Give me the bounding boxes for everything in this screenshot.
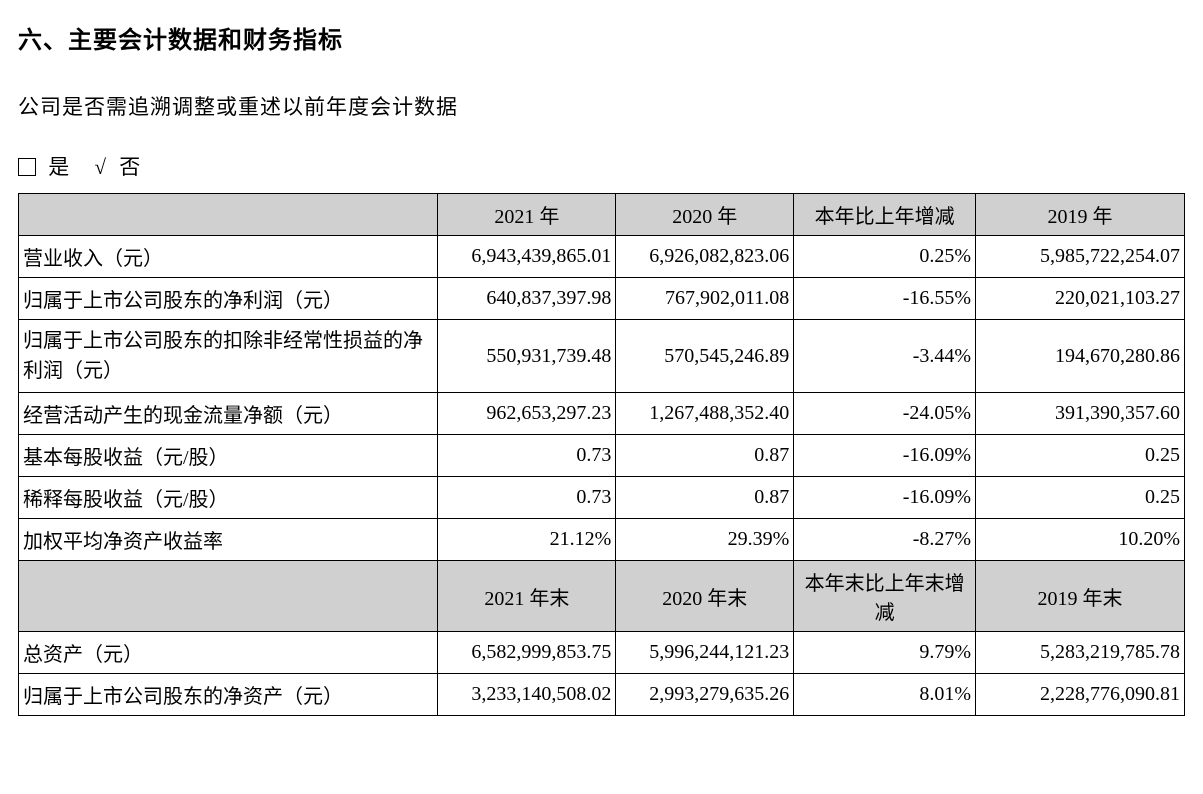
header2-2020: 2020 年末 bbox=[616, 561, 794, 632]
table-row: 加权平均净资产收益率21.12%29.39%-8.27%10.20% bbox=[19, 519, 1185, 561]
checkbox-no-label: 否 bbox=[119, 155, 141, 179]
row-label: 加权平均净资产收益率 bbox=[19, 519, 438, 561]
cell-value: 3,233,140,508.02 bbox=[438, 674, 616, 716]
cell-value: 391,390,357.60 bbox=[976, 393, 1185, 435]
row-label: 归属于上市公司股东的净资产（元） bbox=[19, 674, 438, 716]
header-blank bbox=[19, 194, 438, 236]
cell-value: 0.87 bbox=[616, 477, 794, 519]
table-body-2: 总资产（元）6,582,999,853.755,996,244,121.239.… bbox=[19, 632, 1185, 716]
table-row: 基本每股收益（元/股）0.730.87-16.09%0.25 bbox=[19, 435, 1185, 477]
cell-value: 9.79% bbox=[794, 632, 976, 674]
table-row: 经营活动产生的现金流量净额（元）962,653,297.231,267,488,… bbox=[19, 393, 1185, 435]
table-row: 营业收入（元）6,943,439,865.016,926,082,823.060… bbox=[19, 236, 1185, 278]
checkmark-icon: √ bbox=[95, 155, 108, 180]
cell-value: -16.09% bbox=[794, 435, 976, 477]
checkbox-yes-label: 是 bbox=[48, 155, 70, 179]
cell-value: 21.12% bbox=[438, 519, 616, 561]
row-label: 归属于上市公司股东的净利润（元） bbox=[19, 278, 438, 320]
table-header-2: 2021 年末 2020 年末 本年末比上年末增减 2019 年末 bbox=[19, 561, 1185, 632]
row-label: 基本每股收益（元/股） bbox=[19, 435, 438, 477]
cell-value: 220,021,103.27 bbox=[976, 278, 1185, 320]
financial-indicators-table: 2021 年 2020 年 本年比上年增减 2019 年 营业收入（元）6,94… bbox=[18, 193, 1185, 716]
cell-value: 2,228,776,090.81 bbox=[976, 674, 1185, 716]
table-row: 归属于上市公司股东的净资产（元）3,233,140,508.022,993,27… bbox=[19, 674, 1185, 716]
cell-value: 767,902,011.08 bbox=[616, 278, 794, 320]
header2-blank bbox=[19, 561, 438, 632]
table-row: 总资产（元）6,582,999,853.755,996,244,121.239.… bbox=[19, 632, 1185, 674]
table-header-1: 2021 年 2020 年 本年比上年增减 2019 年 bbox=[19, 194, 1185, 236]
cell-value: 29.39% bbox=[616, 519, 794, 561]
restatement-question: 公司是否需追溯调整或重述以前年度会计数据 bbox=[18, 91, 1185, 121]
cell-value: 6,582,999,853.75 bbox=[438, 632, 616, 674]
table-row: 稀释每股收益（元/股）0.730.87-16.09%0.25 bbox=[19, 477, 1185, 519]
cell-value: 6,943,439,865.01 bbox=[438, 236, 616, 278]
row-label: 稀释每股收益（元/股） bbox=[19, 477, 438, 519]
header2-2021: 2021 年末 bbox=[438, 561, 616, 632]
cell-value: 0.87 bbox=[616, 435, 794, 477]
cell-value: 5,985,722,254.07 bbox=[976, 236, 1185, 278]
cell-value: 8.01% bbox=[794, 674, 976, 716]
header-change: 本年比上年增减 bbox=[794, 194, 976, 236]
cell-value: 10.20% bbox=[976, 519, 1185, 561]
cell-value: 2,993,279,635.26 bbox=[616, 674, 794, 716]
row-label: 总资产（元） bbox=[19, 632, 438, 674]
cell-value: 194,670,280.86 bbox=[976, 320, 1185, 393]
table-row: 归属于上市公司股东的净利润（元）640,837,397.98767,902,01… bbox=[19, 278, 1185, 320]
checkbox-row: 是 √ 否 bbox=[18, 151, 1185, 181]
cell-value: 640,837,397.98 bbox=[438, 278, 616, 320]
row-label: 归属于上市公司股东的扣除非经常性损益的净利润（元） bbox=[19, 320, 438, 393]
header-2021: 2021 年 bbox=[438, 194, 616, 236]
cell-value: 0.73 bbox=[438, 435, 616, 477]
table-row: 归属于上市公司股东的扣除非经常性损益的净利润（元）550,931,739.485… bbox=[19, 320, 1185, 393]
cell-value: 0.73 bbox=[438, 477, 616, 519]
table-body-1: 营业收入（元）6,943,439,865.016,926,082,823.060… bbox=[19, 236, 1185, 561]
checkbox-yes bbox=[18, 158, 36, 176]
cell-value: 6,926,082,823.06 bbox=[616, 236, 794, 278]
cell-value: 5,283,219,785.78 bbox=[976, 632, 1185, 674]
header-2019: 2019 年 bbox=[976, 194, 1185, 236]
header-2020: 2020 年 bbox=[616, 194, 794, 236]
cell-value: 0.25% bbox=[794, 236, 976, 278]
header2-2019: 2019 年末 bbox=[976, 561, 1185, 632]
cell-value: 962,653,297.23 bbox=[438, 393, 616, 435]
cell-value: 570,545,246.89 bbox=[616, 320, 794, 393]
row-label: 经营活动产生的现金流量净额（元） bbox=[19, 393, 438, 435]
cell-value: 0.25 bbox=[976, 477, 1185, 519]
cell-value: 5,996,244,121.23 bbox=[616, 632, 794, 674]
cell-value: -16.09% bbox=[794, 477, 976, 519]
cell-value: -3.44% bbox=[794, 320, 976, 393]
cell-value: 1,267,488,352.40 bbox=[616, 393, 794, 435]
cell-value: 550,931,739.48 bbox=[438, 320, 616, 393]
section-heading: 六、主要会计数据和财务指标 bbox=[18, 20, 1185, 55]
row-label: 营业收入（元） bbox=[19, 236, 438, 278]
header2-change: 本年末比上年末增减 bbox=[794, 561, 976, 632]
cell-value: 0.25 bbox=[976, 435, 1185, 477]
cell-value: -24.05% bbox=[794, 393, 976, 435]
cell-value: -8.27% bbox=[794, 519, 976, 561]
cell-value: -16.55% bbox=[794, 278, 976, 320]
